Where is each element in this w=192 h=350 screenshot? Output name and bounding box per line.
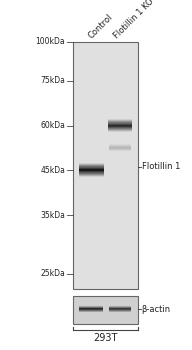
Bar: [108, 125, 132, 126]
Bar: [108, 128, 132, 129]
Text: 35kDa: 35kDa: [40, 211, 65, 220]
Bar: [79, 308, 103, 309]
Bar: [108, 130, 132, 131]
Bar: [109, 144, 131, 145]
Bar: [79, 167, 104, 168]
Text: β-actin: β-actin: [142, 305, 171, 314]
Bar: [79, 174, 104, 175]
Bar: [109, 308, 131, 309]
Text: 293T: 293T: [94, 333, 118, 343]
Bar: [79, 312, 103, 313]
Text: Flotillin 1: Flotillin 1: [142, 162, 180, 171]
Text: 25kDa: 25kDa: [41, 270, 65, 279]
Bar: [79, 165, 104, 166]
Text: Flotillin 1 KO: Flotillin 1 KO: [112, 0, 155, 40]
Bar: [108, 127, 132, 128]
Bar: [73, 42, 138, 289]
Bar: [79, 307, 103, 308]
Bar: [108, 122, 132, 123]
Bar: [108, 123, 132, 124]
Bar: [109, 311, 131, 312]
Bar: [79, 168, 104, 169]
Bar: [79, 306, 103, 307]
Bar: [79, 309, 103, 310]
Bar: [109, 145, 131, 146]
Bar: [109, 151, 131, 152]
Bar: [109, 306, 131, 307]
Bar: [108, 131, 132, 132]
Text: 60kDa: 60kDa: [40, 121, 65, 131]
Bar: [109, 309, 131, 310]
Bar: [79, 163, 104, 164]
Bar: [109, 146, 131, 147]
Bar: [79, 164, 104, 165]
Bar: [79, 176, 104, 177]
Bar: [79, 175, 104, 176]
Bar: [79, 173, 104, 174]
Bar: [109, 307, 131, 308]
Bar: [109, 149, 131, 150]
Bar: [109, 310, 131, 311]
Bar: [108, 126, 132, 127]
Bar: [108, 124, 132, 125]
Bar: [109, 150, 131, 151]
Bar: [79, 171, 104, 172]
Bar: [108, 121, 132, 122]
Bar: [79, 172, 104, 173]
Bar: [79, 311, 103, 312]
Bar: [108, 120, 132, 121]
Bar: [109, 147, 131, 148]
Bar: [79, 177, 104, 178]
Bar: [79, 170, 104, 171]
Text: 100kDa: 100kDa: [36, 37, 65, 47]
Bar: [108, 119, 132, 120]
Bar: [79, 310, 103, 311]
Bar: [108, 132, 132, 133]
Bar: [109, 312, 131, 313]
Bar: [108, 129, 132, 130]
Bar: [73, 296, 138, 324]
Text: 75kDa: 75kDa: [40, 76, 65, 85]
Text: 45kDa: 45kDa: [40, 166, 65, 175]
Bar: [79, 166, 104, 167]
Bar: [79, 169, 104, 170]
Text: Control: Control: [87, 12, 115, 40]
Bar: [109, 148, 131, 149]
